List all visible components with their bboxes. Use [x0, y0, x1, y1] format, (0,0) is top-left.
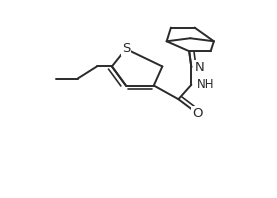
Text: N: N: [194, 61, 204, 74]
Text: NH: NH: [197, 78, 214, 91]
Text: O: O: [193, 107, 203, 120]
Text: S: S: [122, 42, 130, 55]
